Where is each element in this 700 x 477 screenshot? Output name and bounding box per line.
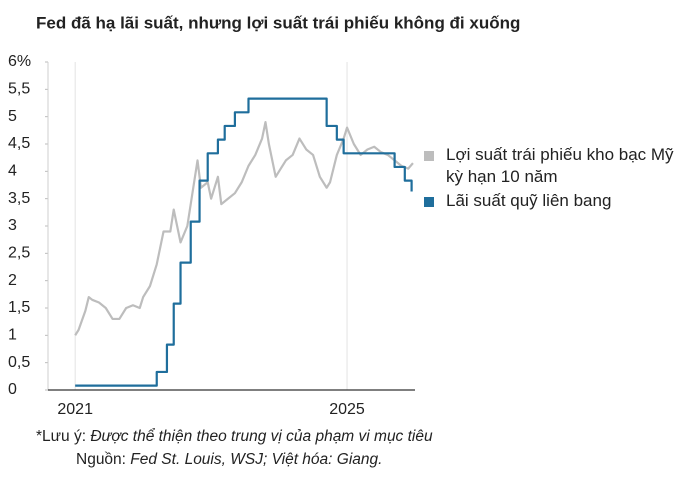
source-text: Fed St. Louis, WSJ; Việt hóa: Giang. [130,451,383,468]
y-tick-label: 0,5 [8,354,30,371]
y-tick-label: 5 [8,108,17,125]
y-tick-label: 4,5 [8,135,30,152]
legend-item: Lợi suất trái phiếu kho bạc Mỹ kỳ hạn 10… [424,144,686,188]
legend: Lợi suất trái phiếu kho bạc Mỹ kỳ hạn 10… [424,144,686,214]
legend-label: Lợi suất trái phiếu kho bạc Mỹ kỳ hạn 10… [446,145,674,186]
legend-swatch [424,151,434,161]
x-tick-label: 2025 [329,401,365,418]
legend-item: Lãi suất quỹ liên bang [424,190,686,212]
series-line [74,121,414,336]
note-text: Được thể thiện theo trung vị của phạm vi… [90,428,433,445]
series-line [75,97,413,387]
y-tick-label: 1 [8,327,17,344]
y-tick-label: 4 [8,163,17,180]
legend-label: Lãi suất quỹ liên bang [446,191,612,210]
y-tick-label: 1,5 [8,299,30,316]
y-tick-label: 0 [8,381,17,398]
note-label: *Lưu ý: [36,428,87,445]
y-tick-label: 2,5 [8,245,30,262]
legend-swatch [424,197,434,207]
y-tick-label: 3,5 [8,190,30,207]
note: *Lưu ý: Được thể thiện theo trung vị của… [36,428,433,446]
source: Nguồn: Fed St. Louis, WSJ; Việt hóa: Gia… [76,451,382,469]
x-tick-label: 2021 [57,401,93,418]
chart-title: Fed đã hạ lãi suất, nhưng lợi suất trái … [36,13,520,32]
y-tick-label: 6% [8,53,31,70]
source-label: Nguồn: [76,451,126,468]
y-tick-label: 3 [8,217,17,234]
y-tick-label: 5,5 [8,81,30,98]
y-tick-label: 2 [8,272,17,289]
